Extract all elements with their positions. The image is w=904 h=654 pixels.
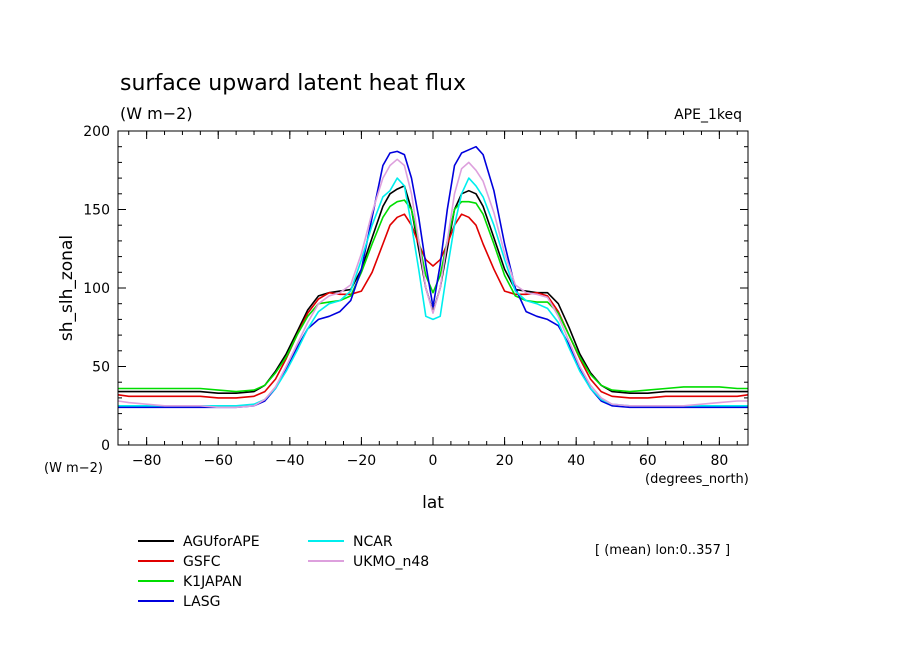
x-tick-label: −20 xyxy=(347,453,377,469)
legend-label: K1JAPAN xyxy=(183,574,242,590)
y-tick-label: 0 xyxy=(101,438,110,454)
legend-label: UKMO_n48 xyxy=(353,554,429,570)
x-tick-label: −40 xyxy=(275,453,305,469)
legend-label: LASG xyxy=(183,594,220,610)
axis-layer xyxy=(117,130,749,446)
x-units-label: (degrees_north) xyxy=(645,472,749,487)
y-axis-label: sh_slh_zonal xyxy=(57,235,77,341)
y-tick-label: 100 xyxy=(83,281,110,297)
x-tick-label: −80 xyxy=(132,453,162,469)
y-tick-label: 50 xyxy=(92,360,110,376)
y-tick-label: 200 xyxy=(83,124,110,140)
legend: AGUforAPE GSFC K1JAPAN LASG NCAR UKMO_n48 xyxy=(138,534,429,610)
series-line-lasg xyxy=(118,145,748,409)
series-line-ukmo_n48 xyxy=(117,158,748,409)
series-line-aguforape xyxy=(118,185,748,395)
x-tick-label: −60 xyxy=(203,453,233,469)
series-line-gsfc xyxy=(117,213,749,399)
series-layer xyxy=(117,145,749,409)
x-tick-label: 40 xyxy=(567,453,585,469)
series-line-k1japan xyxy=(118,199,748,393)
tick-layer: −80 −60 −40 −20 0 20 40 60 80 0 50 100 150 200 xyxy=(83,124,728,469)
x-tick-label: 60 xyxy=(639,453,657,469)
y-tick-label: 150 xyxy=(83,203,110,219)
legend-label: NCAR xyxy=(353,534,393,550)
x-tick-label: 20 xyxy=(496,453,514,469)
experiment-label: APE_1keq xyxy=(674,107,742,123)
legend-label: GSFC xyxy=(183,554,221,570)
chart-units: (W m−2) xyxy=(120,104,193,123)
x-tick-label: 0 xyxy=(429,453,438,469)
y-units-label: (W m−2) xyxy=(44,461,103,476)
legend-label: AGUforAPE xyxy=(183,534,260,550)
chart-title: surface upward latent heat flux xyxy=(120,71,466,96)
x-tick-label: 80 xyxy=(710,453,728,469)
x-axis-label: lat xyxy=(422,493,444,513)
mean-note: [ (mean) lon:0..357 ] xyxy=(595,543,730,558)
